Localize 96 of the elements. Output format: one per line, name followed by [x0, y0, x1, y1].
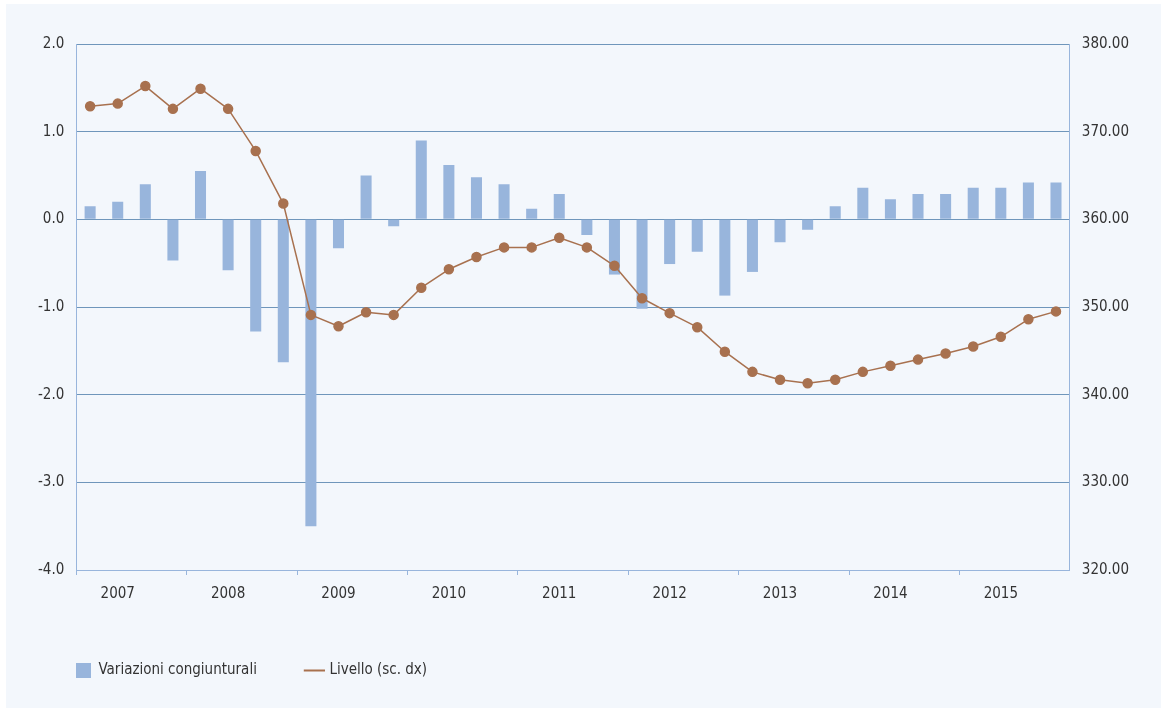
point	[940, 348, 951, 359]
bar	[388, 219, 400, 227]
bar	[995, 187, 1007, 219]
point	[526, 242, 537, 253]
point	[140, 80, 151, 92]
y2-tick-label: 360.00	[1081, 209, 1130, 228]
point	[443, 264, 455, 275]
point	[747, 366, 758, 378]
bar	[774, 219, 786, 243]
bar	[912, 193, 924, 219]
y-tick-label: 1.0	[42, 121, 65, 140]
point	[1050, 306, 1062, 317]
point	[802, 378, 813, 389]
y-tick-label: -1.0	[38, 296, 65, 315]
point	[222, 103, 234, 115]
point	[664, 307, 675, 319]
bar	[194, 171, 207, 219]
x-tick-label: 2015	[983, 583, 1018, 602]
y2-tick-label: 330.00	[1081, 472, 1130, 491]
x-tick-label: 2012	[652, 583, 687, 602]
bar	[664, 219, 676, 265]
bar	[139, 184, 151, 219]
point	[416, 282, 427, 293]
point	[967, 341, 979, 352]
point	[305, 309, 317, 321]
bar	[719, 219, 731, 296]
y-tick-label: 2.0	[42, 33, 65, 52]
bar	[553, 193, 565, 219]
bar	[498, 184, 510, 219]
point	[554, 232, 565, 243]
point	[995, 331, 1007, 343]
x-tick-label: 2014	[873, 583, 908, 602]
bar	[443, 164, 455, 219]
point	[195, 83, 206, 94]
y-tick-label: 0.0	[42, 209, 65, 228]
y-tick-label: -3.0	[38, 472, 65, 491]
y-tick-label: -4.0	[38, 559, 65, 578]
x-tick-label: 2013	[762, 583, 798, 602]
point	[636, 292, 648, 304]
x-tick-label: 2011	[542, 583, 577, 602]
bar	[222, 219, 234, 271]
x-tick-label: 2008	[210, 583, 246, 602]
x-tick-label: 2007	[100, 583, 135, 602]
bar	[857, 187, 869, 219]
bar	[829, 206, 841, 219]
point	[719, 346, 731, 357]
bar	[84, 206, 96, 219]
bar	[250, 219, 262, 332]
bar	[415, 140, 427, 219]
bar	[167, 219, 179, 261]
point	[691, 321, 703, 333]
bar	[305, 219, 317, 527]
legend-label: Variazioni congiunturali	[98, 660, 257, 679]
y2-tick-label: 370.00	[1081, 121, 1130, 140]
point	[388, 309, 399, 321]
bar	[277, 219, 289, 363]
point	[912, 354, 924, 365]
bar	[526, 208, 538, 219]
y2-tick-label: 380.00	[1081, 33, 1130, 52]
bar	[1022, 182, 1034, 219]
point	[167, 103, 179, 115]
bar	[691, 219, 703, 252]
point	[250, 145, 261, 157]
point	[581, 242, 593, 253]
bar	[967, 187, 979, 219]
y2-tick-label: 340.00	[1081, 384, 1130, 403]
bar	[884, 199, 896, 219]
bar	[581, 219, 593, 236]
bar	[360, 175, 372, 219]
bar	[746, 219, 758, 272]
bar	[1050, 182, 1062, 219]
point	[278, 198, 289, 209]
bar	[112, 201, 124, 219]
point	[498, 242, 510, 253]
bar	[636, 219, 648, 309]
point	[360, 307, 372, 318]
bar	[332, 219, 345, 249]
point	[857, 366, 869, 378]
bar	[470, 177, 482, 219]
point	[609, 260, 620, 272]
point	[84, 100, 96, 112]
y2-tick-label: 350.00	[1081, 296, 1130, 315]
point	[829, 374, 841, 386]
bar	[940, 193, 952, 219]
x-tick-label: 2009	[321, 583, 356, 602]
point	[471, 251, 482, 263]
point	[774, 374, 786, 386]
x-tick-label: 2010	[431, 583, 467, 602]
legend-label: Livello (sc. dx)	[329, 660, 428, 679]
point	[885, 360, 896, 371]
point	[112, 98, 123, 109]
point	[333, 321, 344, 332]
y2-tick-label: 320.00	[1081, 559, 1130, 578]
point	[1023, 314, 1034, 325]
bar	[802, 219, 814, 230]
y-tick-label: -2.0	[38, 384, 65, 403]
